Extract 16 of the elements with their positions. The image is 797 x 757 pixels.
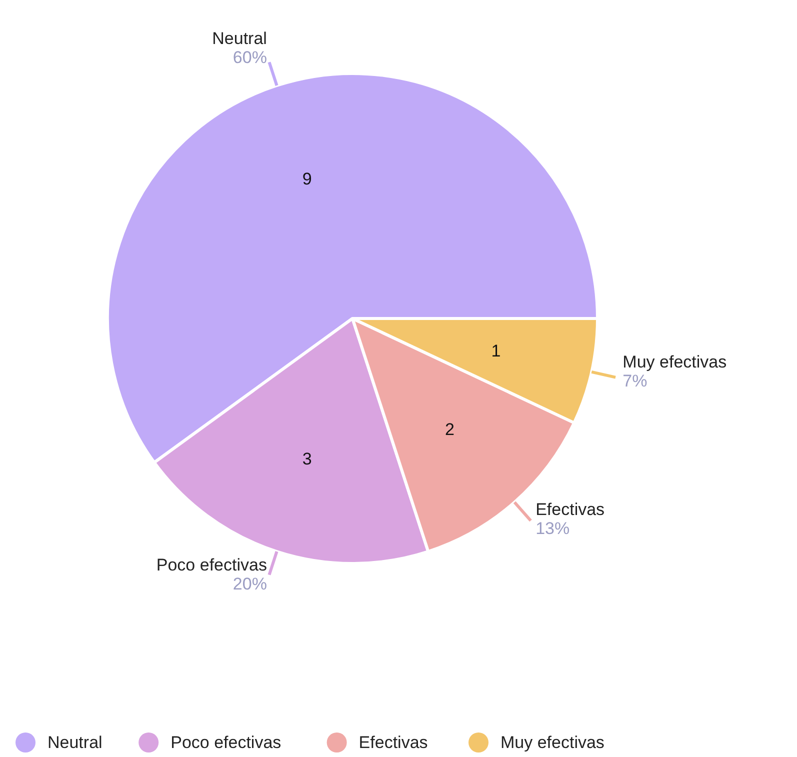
data-label: 7% — [622, 372, 648, 391]
legend-label: Muy efectivas — [500, 733, 604, 752]
legend-label: Efectivas — [358, 733, 428, 752]
slice-label: Efectivas — [536, 500, 605, 519]
legend-label: Neutral — [48, 733, 102, 752]
text: 1 — [491, 342, 501, 361]
data-label: 60% — [232, 48, 267, 67]
data-label: 13% — [536, 518, 570, 538]
text: 9 — [302, 170, 312, 189]
slice-label: Poco efectivas — [156, 555, 267, 574]
slice-label: Neutral — [212, 28, 267, 48]
text: 3 — [302, 449, 312, 468]
data-label: 20% — [232, 574, 267, 594]
slice-label: Muy efectivas — [622, 352, 727, 372]
text: 2 — [444, 420, 454, 439]
legend-label: Poco efectivas — [170, 733, 282, 752]
